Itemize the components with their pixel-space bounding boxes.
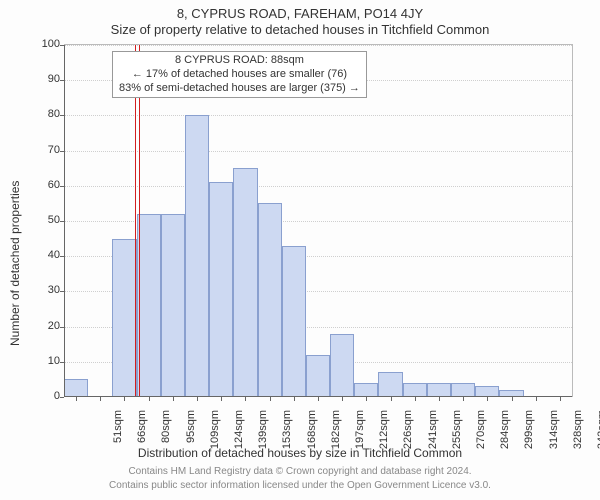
- xtick-label: 212sqm: [378, 410, 390, 454]
- xtick-mark: [245, 397, 246, 401]
- xtick-mark: [294, 397, 295, 401]
- histogram-bar: [209, 182, 233, 397]
- ytick-label: 90: [30, 73, 60, 85]
- xtick-mark: [124, 397, 125, 401]
- ytick-label: 40: [30, 249, 60, 261]
- ytick-label: 0: [30, 390, 60, 402]
- xtick-mark: [342, 397, 343, 401]
- xtick-mark: [197, 397, 198, 401]
- ytick-label: 80: [30, 108, 60, 120]
- xtick-mark: [149, 397, 150, 401]
- histogram-bar: [185, 115, 209, 397]
- ytick-label: 20: [30, 320, 60, 332]
- ytick-label: 30: [30, 284, 60, 296]
- xtick-label: 226sqm: [402, 410, 414, 454]
- xtick-label: 109sqm: [209, 410, 221, 454]
- xtick-label: 343sqm: [596, 410, 600, 454]
- xtick-mark: [512, 397, 513, 401]
- xtick-label: 328sqm: [572, 410, 584, 454]
- xtick-label: 241sqm: [427, 410, 439, 454]
- histogram-bar: [451, 383, 475, 397]
- histogram-bar: [161, 214, 185, 397]
- xtick-label: 139sqm: [257, 410, 269, 454]
- xtick-label: 284sqm: [499, 410, 511, 454]
- histogram-bar: [64, 379, 88, 397]
- annotation-line-1: 8 CYPRUS ROAD: 88sqm: [119, 54, 360, 68]
- xtick-mark: [221, 397, 222, 401]
- xtick-mark: [391, 397, 392, 401]
- xtick-label: 80sqm: [160, 410, 172, 454]
- xtick-mark: [173, 397, 174, 401]
- xtick-mark: [560, 397, 561, 401]
- xtick-mark: [439, 397, 440, 401]
- plot-area: 8 CYPRUS ROAD: 88sqm← 17% of detached ho…: [64, 44, 573, 397]
- annotation-box: 8 CYPRUS ROAD: 88sqm← 17% of detached ho…: [112, 51, 367, 98]
- xtick-mark: [415, 397, 416, 401]
- ytick-label: 70: [30, 144, 60, 156]
- ytick-label: 100: [30, 38, 60, 50]
- annotation-line-2: ← 17% of detached houses are smaller (76…: [119, 68, 360, 82]
- x-axis: [64, 396, 572, 397]
- xtick-mark: [270, 397, 271, 401]
- histogram-bar: [330, 334, 354, 397]
- chart-container: 8, CYPRUS ROAD, FAREHAM, PO14 4JY Size o…: [0, 0, 600, 500]
- chart-title-subtitle: Size of property relative to detached ho…: [0, 22, 600, 37]
- footer-line-1: Contains HM Land Registry data © Crown c…: [0, 466, 600, 477]
- histogram-bar: [427, 383, 451, 397]
- xtick-label: 299sqm: [523, 410, 535, 454]
- footer-line-2: Contains public sector information licen…: [0, 480, 600, 491]
- xtick-label: 182sqm: [330, 410, 342, 454]
- xtick-label: 197sqm: [354, 410, 366, 454]
- xtick-label: 314sqm: [548, 410, 560, 454]
- xtick-mark: [76, 397, 77, 401]
- histogram-bar: [233, 168, 257, 397]
- xtick-label: 95sqm: [185, 410, 197, 454]
- histogram-bar: [378, 372, 402, 397]
- xtick-mark: [100, 397, 101, 401]
- xtick-label: 51sqm: [112, 410, 124, 454]
- xtick-mark: [536, 397, 537, 401]
- xtick-mark: [463, 397, 464, 401]
- xtick-label: 66sqm: [136, 410, 148, 454]
- histogram-bar: [258, 203, 282, 397]
- histogram-bar: [403, 383, 427, 397]
- ytick-label: 50: [30, 214, 60, 226]
- histogram-bar: [354, 383, 378, 397]
- histogram-bar: [112, 239, 136, 397]
- y-axis-label: Number of detached properties: [8, 181, 22, 346]
- xtick-label: 270sqm: [475, 410, 487, 454]
- ytick-label: 60: [30, 179, 60, 191]
- y-axis: [64, 45, 65, 397]
- histogram-bar: [282, 246, 306, 397]
- histogram-bar: [306, 355, 330, 397]
- xtick-mark: [366, 397, 367, 401]
- xtick-label: 168sqm: [306, 410, 318, 454]
- xtick-mark: [318, 397, 319, 401]
- xtick-label: 124sqm: [233, 410, 245, 454]
- xtick-label: 255sqm: [451, 410, 463, 454]
- chart-title-address: 8, CYPRUS ROAD, FAREHAM, PO14 4JY: [0, 6, 600, 21]
- xtick-mark: [487, 397, 488, 401]
- annotation-line-3: 83% of semi-detached houses are larger (…: [119, 82, 360, 96]
- xtick-label: 153sqm: [281, 410, 293, 454]
- ytick-mark: [60, 397, 64, 398]
- ytick-label: 10: [30, 355, 60, 367]
